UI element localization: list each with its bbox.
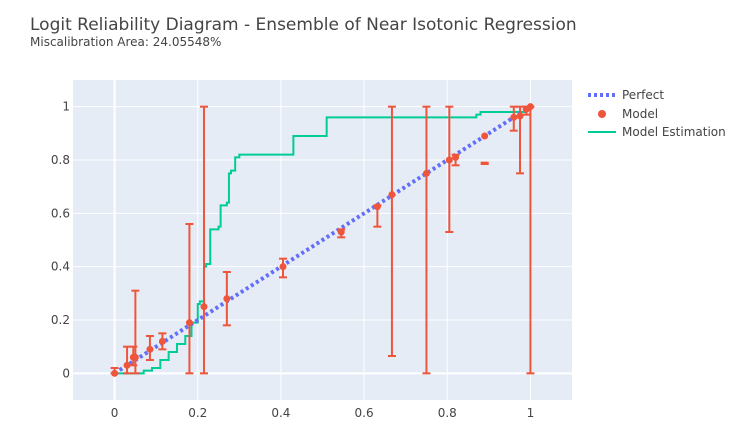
y-tick-label: 0.2	[51, 313, 70, 327]
legend-perfect-label: Perfect	[622, 88, 664, 102]
x-axis-tick-labels: 0 0.2 0.4 0.6 0.8 1	[111, 406, 534, 420]
model-point	[452, 153, 460, 161]
model-point-group	[337, 228, 346, 239]
model-point	[388, 191, 396, 199]
model-point	[337, 228, 345, 236]
y-gridlines	[73, 106, 572, 375]
chart-subtitle: Miscalibration Area: 24.05548%	[30, 35, 221, 49]
y-tick-label: 0.4	[51, 260, 70, 274]
y-tick-label: 0.8	[51, 153, 70, 167]
model-point	[445, 156, 453, 164]
x-tick-label: 0.4	[271, 406, 290, 420]
model-point-group	[158, 332, 167, 351]
model-point	[200, 303, 208, 311]
model-point	[131, 353, 139, 361]
x-tick-label: 0.6	[355, 406, 374, 420]
model-point-group	[526, 103, 535, 375]
model-point	[510, 113, 518, 121]
model-point-group	[373, 203, 382, 228]
perfect-line	[113, 104, 532, 376]
legend[interactable]: Perfect Model Model Estimation	[588, 88, 726, 139]
model-point-group	[509, 105, 518, 132]
model-point-group	[123, 345, 132, 375]
model-point	[422, 169, 430, 177]
model-point-group	[199, 105, 208, 375]
model-point	[373, 203, 381, 211]
model-point	[279, 263, 287, 271]
model-point-group	[131, 289, 140, 375]
x-tick-label: 1	[527, 406, 535, 420]
legend-item-perfect[interactable]: Perfect	[588, 88, 664, 102]
model-point	[146, 345, 154, 353]
model-point-group	[278, 257, 287, 279]
legend-item-model-estimation[interactable]: Model Estimation	[588, 125, 726, 139]
y-tick-label: 0.6	[51, 206, 70, 220]
model-series	[110, 103, 535, 377]
model-point-group	[451, 153, 460, 167]
x-tick-label: 0.2	[188, 406, 207, 420]
model-point	[185, 319, 193, 327]
model-estimation-line	[114, 106, 532, 375]
model-point-group	[445, 105, 454, 233]
model-point-group	[387, 105, 396, 357]
legend-model-estimation-label: Model Estimation	[622, 125, 726, 139]
legend-item-model[interactable]: Model	[598, 107, 658, 121]
chart-title: Logit Reliability Diagram - Ensemble of …	[30, 15, 577, 35]
x-tick-label: 0.8	[438, 406, 457, 420]
legend-model-swatch	[598, 110, 606, 118]
x-tick-label: 0	[111, 406, 119, 420]
model-point	[223, 295, 231, 303]
y-tick-label: 0	[62, 366, 70, 380]
model-point	[158, 337, 166, 345]
model-point	[516, 112, 524, 120]
model-point-group	[422, 105, 431, 375]
model-point-group	[110, 367, 119, 377]
model-point	[481, 132, 489, 140]
model-point-group	[222, 271, 231, 327]
y-axis-tick-labels: 0 0.2 0.4 0.6 0.8 1	[51, 100, 70, 381]
model-point	[123, 361, 131, 369]
legend-model-label: Model	[622, 107, 658, 121]
perfect-series	[113, 104, 532, 376]
y-tick-label: 1	[62, 100, 70, 114]
model-point	[526, 103, 534, 111]
model-point-group	[145, 335, 154, 361]
model-estimation-series	[114, 106, 532, 375]
model-point	[111, 369, 119, 377]
model-point-group	[185, 223, 194, 375]
model-point-group	[480, 132, 489, 165]
